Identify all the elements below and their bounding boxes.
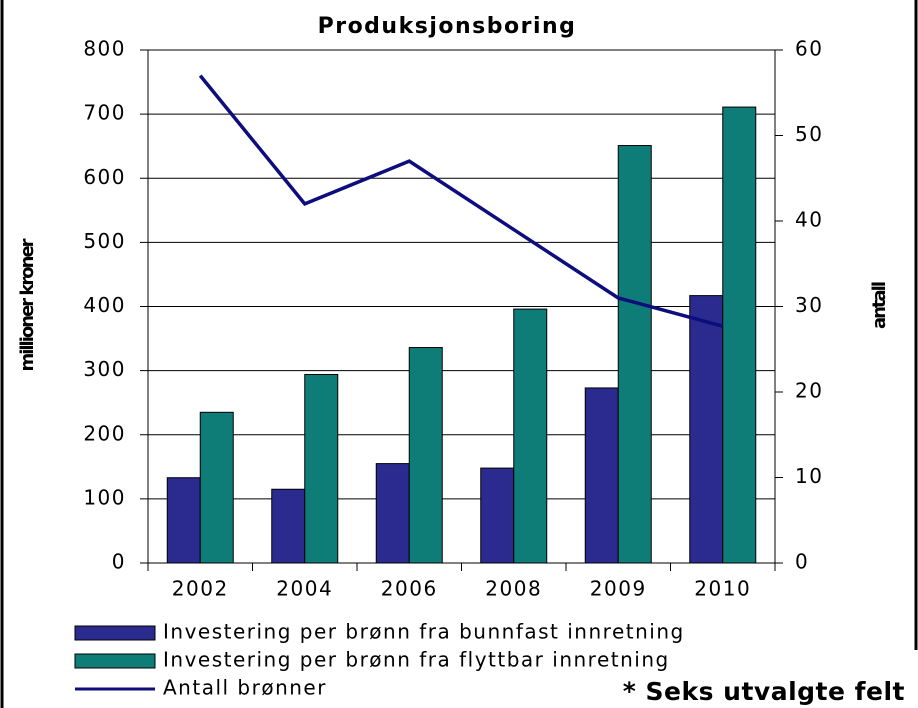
y-tick-label: 800	[83, 37, 126, 61]
x-tick-label: 2010	[694, 577, 751, 601]
x-tick-label: 2004	[276, 577, 333, 601]
bar	[689, 295, 724, 564]
y2-tick-label: 60	[795, 37, 823, 61]
bar	[408, 347, 443, 564]
y-tick-label: 600	[83, 165, 126, 189]
x-tick-label: 2006	[381, 577, 438, 601]
y2-tick-label: 10	[795, 464, 823, 488]
y-tick-label: 0	[112, 550, 126, 574]
y-tick-label: 200	[83, 421, 126, 445]
line	[198, 74, 724, 328]
annotation: * Seks utvalgte felt	[623, 677, 905, 706]
bar	[617, 145, 652, 564]
bar	[166, 477, 201, 564]
bar	[480, 467, 515, 564]
bar	[584, 387, 619, 564]
y2-tick-label: 50	[795, 122, 823, 146]
legend-label: Investering per brønn fra bunnfast innre…	[163, 620, 685, 644]
y2-axis-label: antall	[869, 282, 890, 329]
bar	[513, 308, 548, 564]
y2-tick-label: 40	[795, 208, 823, 232]
y-tick-label: 100	[83, 485, 126, 509]
x-tick-label: 2009	[590, 577, 647, 601]
y2-tick-label: 30	[795, 293, 823, 317]
bar	[375, 463, 410, 564]
y2-tick-label: 20	[795, 379, 823, 403]
bar	[271, 488, 306, 564]
y-tick-label: 400	[83, 293, 126, 317]
legend-swatch	[74, 625, 156, 641]
legend-label: Investering per brønn fra flyttbar innre…	[163, 648, 670, 672]
y-tick-label: 500	[83, 229, 126, 253]
x-tick-label: 2002	[172, 577, 229, 601]
bar	[722, 106, 757, 564]
legend-swatch	[74, 653, 156, 669]
chart-title: Produksjonsboring	[318, 14, 577, 39]
y-axis-label: millioner kroner	[17, 238, 38, 371]
bar	[304, 373, 339, 564]
bar	[199, 411, 234, 564]
x-tick-label: 2008	[485, 577, 542, 601]
y-tick-label: 300	[83, 357, 126, 381]
y2-tick-label: 0	[795, 550, 809, 574]
y-tick-label: 700	[83, 101, 126, 125]
legend-label: Antall brønner	[163, 676, 327, 700]
